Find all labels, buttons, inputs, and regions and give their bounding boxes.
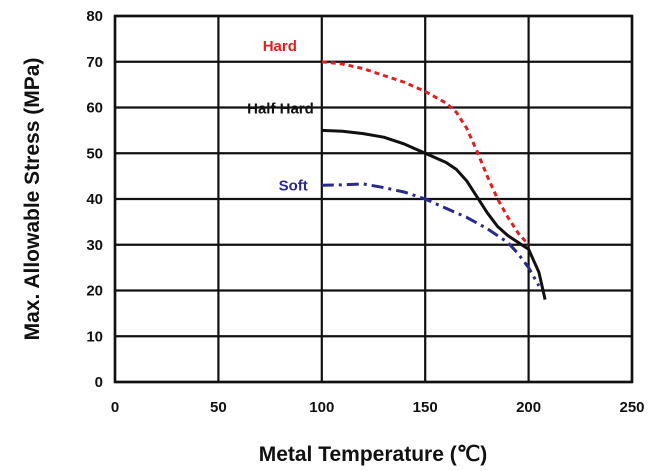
series-line-hard	[321, 60, 530, 246]
series-line-soft	[321, 182, 541, 287]
x-tick-label-150: 150	[413, 399, 438, 416]
series-labels: Hard Half Hard Soft	[247, 38, 314, 195]
plot-frame	[113, 14, 634, 384]
x-tick-label-200: 200	[516, 399, 541, 416]
y-tick-labels: 0 10 20 30 40 50 60 70 80	[86, 8, 103, 391]
y-tick-label-80: 80	[86, 8, 103, 25]
y-tick-label-30: 30	[86, 237, 103, 254]
x-axis-label: Metal Temperature (℃)	[259, 443, 488, 466]
y-tick-label-70: 70	[86, 54, 103, 71]
x-tick-label-0: 0	[111, 399, 119, 416]
y-tick-label-20: 20	[86, 283, 103, 300]
x-tick-label-100: 100	[309, 399, 334, 416]
series-line-half-hard	[321, 128, 547, 300]
series-label-soft: Soft	[279, 177, 308, 194]
series-lines	[321, 60, 547, 300]
x-tick-label-50: 50	[210, 399, 227, 416]
x-tick-labels: 0 50 100 150 200 250	[111, 399, 645, 416]
y-tick-label-40: 40	[86, 191, 103, 208]
series-label-hard: Hard	[263, 38, 297, 55]
y-tick-label-50: 50	[86, 145, 103, 162]
y-tick-label-0: 0	[95, 374, 103, 391]
y-tick-label-60: 60	[86, 100, 103, 117]
series-label-half-hard: Half Hard	[247, 100, 314, 117]
y-tick-label-10: 10	[86, 328, 103, 345]
y-axis-label: Max. Allowable Stress (MPa)	[21, 58, 44, 341]
plot-border	[113, 14, 634, 384]
x-tick-label-250: 250	[619, 399, 644, 416]
grid	[113, 14, 634, 384]
